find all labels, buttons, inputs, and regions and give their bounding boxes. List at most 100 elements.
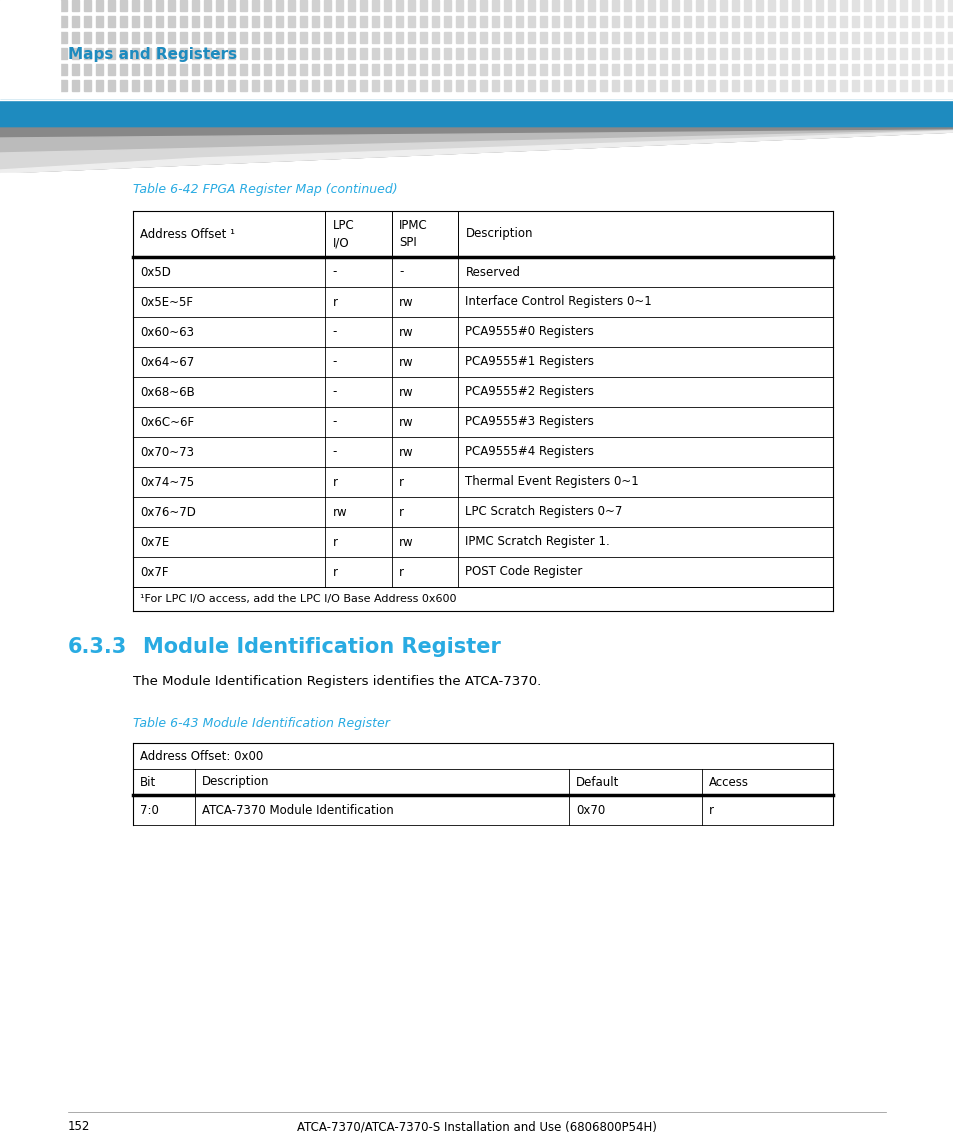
- Bar: [36, 32, 43, 44]
- Bar: [156, 0, 163, 11]
- Bar: [479, 64, 486, 76]
- Bar: [60, 32, 67, 44]
- Bar: [492, 16, 498, 27]
- Bar: [707, 48, 714, 60]
- Text: -: -: [333, 386, 336, 398]
- Text: Interface Control Registers 0~1: Interface Control Registers 0~1: [465, 295, 652, 308]
- Bar: [240, 64, 247, 76]
- Text: -: -: [333, 266, 336, 278]
- Bar: [671, 48, 679, 60]
- Bar: [132, 527, 832, 556]
- Text: LPC Scratch Registers 0~7: LPC Scratch Registers 0~7: [465, 505, 622, 519]
- Bar: [408, 64, 415, 76]
- Bar: [432, 48, 438, 60]
- Bar: [408, 16, 415, 27]
- Bar: [935, 80, 942, 90]
- Bar: [419, 48, 427, 60]
- Bar: [168, 16, 174, 27]
- Bar: [132, 467, 832, 497]
- Bar: [851, 32, 858, 44]
- Bar: [516, 32, 522, 44]
- Bar: [456, 64, 462, 76]
- Bar: [636, 32, 642, 44]
- Bar: [108, 80, 115, 90]
- Bar: [180, 80, 187, 90]
- Bar: [359, 80, 367, 90]
- Bar: [503, 48, 511, 60]
- Bar: [587, 0, 595, 11]
- Text: ¹For LPC I/O access, add the LPC I/O Base Address 0x600: ¹For LPC I/O access, add the LPC I/O Bas…: [140, 594, 456, 605]
- Text: PCA9555#1 Registers: PCA9555#1 Registers: [465, 355, 594, 369]
- Bar: [755, 32, 762, 44]
- Text: -: -: [333, 416, 336, 428]
- Bar: [887, 80, 894, 90]
- Polygon shape: [0, 128, 953, 173]
- Bar: [120, 48, 127, 60]
- Bar: [168, 64, 174, 76]
- Bar: [791, 64, 799, 76]
- Bar: [180, 32, 187, 44]
- Bar: [923, 64, 930, 76]
- Bar: [384, 48, 391, 60]
- Bar: [419, 0, 427, 11]
- Bar: [156, 16, 163, 27]
- Bar: [576, 16, 582, 27]
- Bar: [935, 0, 942, 11]
- Bar: [743, 16, 750, 27]
- Bar: [132, 16, 139, 27]
- Bar: [432, 0, 438, 11]
- Text: 0x5D: 0x5D: [140, 266, 171, 278]
- Bar: [0, 0, 7, 11]
- Bar: [875, 32, 882, 44]
- Bar: [335, 0, 343, 11]
- Text: The Module Identification Registers identifies the ATCA-7370.: The Module Identification Registers iden…: [132, 676, 540, 688]
- Bar: [96, 80, 103, 90]
- Bar: [120, 0, 127, 11]
- Bar: [887, 64, 894, 76]
- Bar: [288, 48, 294, 60]
- Bar: [767, 64, 774, 76]
- Text: PCA9555#4 Registers: PCA9555#4 Registers: [465, 445, 594, 458]
- Bar: [12, 16, 19, 27]
- Bar: [923, 48, 930, 60]
- Bar: [288, 32, 294, 44]
- Bar: [468, 48, 475, 60]
- Bar: [923, 0, 930, 11]
- Text: Bit: Bit: [140, 775, 156, 789]
- Bar: [120, 80, 127, 90]
- Bar: [168, 80, 174, 90]
- Bar: [671, 0, 679, 11]
- Bar: [180, 64, 187, 76]
- Bar: [132, 497, 832, 527]
- Text: rw: rw: [398, 536, 414, 548]
- Bar: [359, 48, 367, 60]
- Bar: [299, 64, 307, 76]
- Bar: [384, 64, 391, 76]
- Bar: [372, 0, 378, 11]
- Bar: [71, 48, 79, 60]
- Bar: [348, 0, 355, 11]
- Bar: [408, 80, 415, 90]
- Bar: [60, 64, 67, 76]
- Bar: [408, 48, 415, 60]
- Bar: [288, 80, 294, 90]
- Bar: [851, 0, 858, 11]
- Bar: [204, 48, 211, 60]
- Bar: [335, 48, 343, 60]
- Bar: [372, 48, 378, 60]
- Bar: [636, 0, 642, 11]
- Bar: [264, 32, 271, 44]
- Bar: [96, 32, 103, 44]
- Bar: [552, 64, 558, 76]
- Text: LPC
I/O: LPC I/O: [333, 219, 354, 248]
- Bar: [552, 32, 558, 44]
- Bar: [696, 0, 702, 11]
- Bar: [863, 80, 870, 90]
- Bar: [671, 64, 679, 76]
- Bar: [84, 32, 91, 44]
- Text: 0x7E: 0x7E: [140, 536, 169, 548]
- Text: 0x74~75: 0x74~75: [140, 475, 193, 489]
- Bar: [851, 80, 858, 90]
- Bar: [947, 0, 953, 11]
- Bar: [215, 16, 223, 27]
